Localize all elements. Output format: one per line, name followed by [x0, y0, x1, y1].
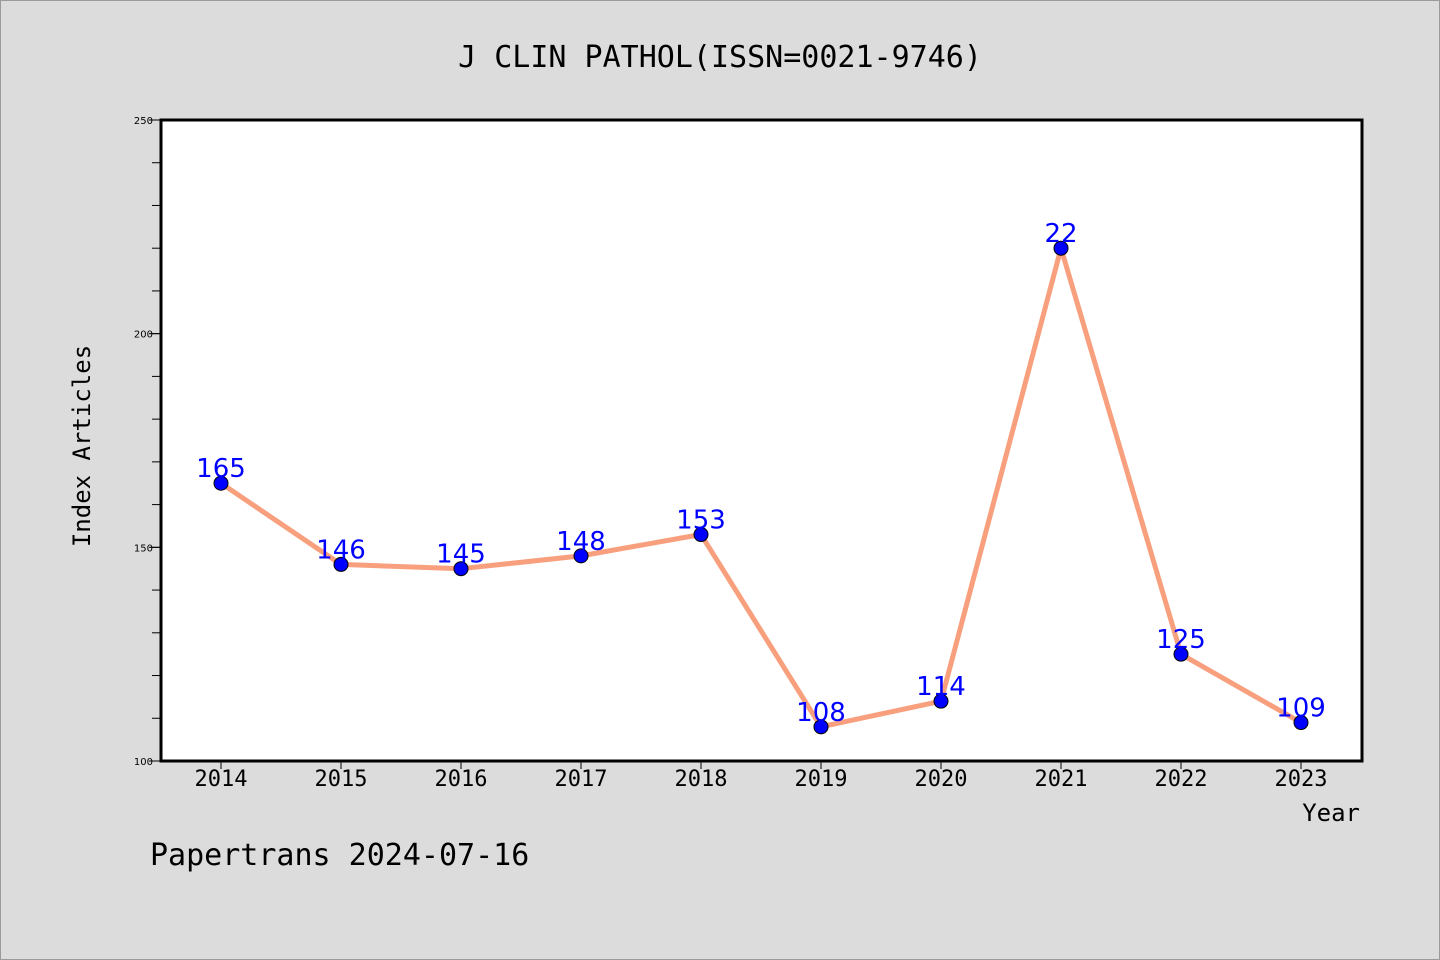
data-point	[333, 556, 349, 572]
x-tick-label: 2015	[315, 767, 368, 792]
x-tick-label: 2022	[1155, 767, 1208, 792]
data-point	[1053, 240, 1069, 256]
x-tick-label: 2020	[915, 767, 968, 792]
x-tick-label: 2019	[795, 767, 848, 792]
data-label: 145	[436, 540, 486, 570]
data-label: 153	[676, 506, 726, 536]
data-labels: 165 146 145 148 153 108 114 22 125 109	[196, 219, 1326, 728]
data-label: 148	[556, 527, 606, 557]
plot-frame	[159, 118, 1364, 763]
y-tick-label: 150	[134, 543, 153, 554]
data-point	[453, 561, 469, 577]
x-axis-title: Year	[1302, 799, 1360, 827]
y-tick-label: 100	[134, 757, 153, 768]
data-point	[213, 475, 229, 491]
data-point	[813, 719, 829, 735]
chart-title: J CLIN PATHOL(ISSN=0021-9746)	[458, 40, 982, 75]
data-label: 146	[316, 535, 366, 565]
series-polyline	[218, 245, 1304, 730]
x-tick-label: 2021	[1035, 767, 1088, 792]
footer-watermark: Papertrans 2024-07-16	[150, 838, 529, 873]
data-label: 109	[1276, 694, 1326, 724]
data-label: 125	[1156, 625, 1206, 655]
y-axis-ticks: 100 150 200 250	[134, 116, 160, 768]
data-markers	[213, 240, 1309, 735]
series-line	[218, 245, 1304, 730]
y-tick-label: 200	[134, 330, 153, 341]
x-tick-label: 2017	[555, 767, 608, 792]
data-label: 165	[196, 454, 246, 484]
data-point	[1173, 646, 1189, 662]
data-point	[1293, 715, 1309, 731]
x-tick-label: 2016	[435, 767, 488, 792]
y-minor-ticks	[152, 119, 160, 762]
data-point	[573, 548, 589, 564]
data-label: 114	[916, 672, 966, 702]
data-label: 22	[1044, 219, 1077, 249]
y-tick-label: 250	[134, 116, 153, 127]
x-tick-label: 2023	[1275, 767, 1328, 792]
data-label: 108	[796, 698, 846, 728]
x-tick-label: 2014	[195, 767, 248, 792]
plot-area	[161, 120, 1362, 761]
x-tick-label: 2018	[675, 767, 728, 792]
x-axis-ticks: 2014 2015 2016 2017 2018 2019 2020 2021 2022 2023	[195, 762, 1328, 792]
data-point	[933, 693, 949, 709]
y-axis-title: Index Articles	[68, 345, 96, 547]
data-point	[693, 527, 709, 543]
